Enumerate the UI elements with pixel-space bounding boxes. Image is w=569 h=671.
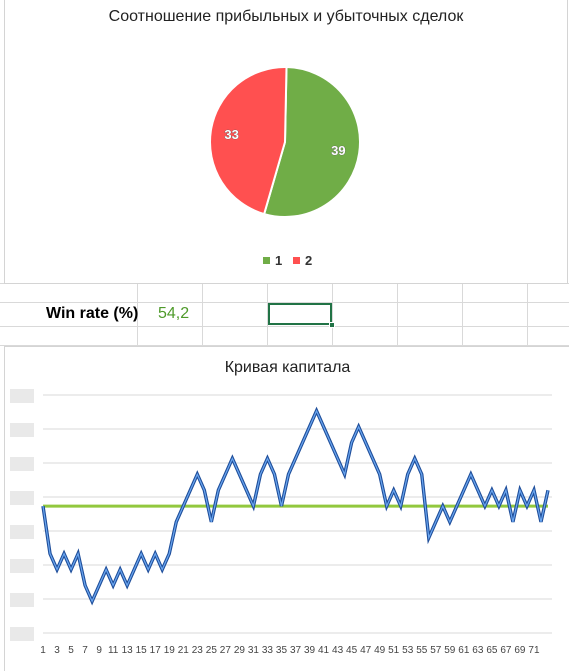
x-tick-label: 17 <box>150 645 162 656</box>
win-rate-value: 54,2 <box>158 305 190 322</box>
x-tick-label: 9 <box>96 645 102 656</box>
x-tick-label: 1 <box>40 645 46 656</box>
x-tick-label: 3 <box>54 645 60 656</box>
pie-chart-panel[interactable]: Соотношение прибыльных и убыточных сдело… <box>4 0 568 284</box>
x-tick-label: 67 <box>500 645 512 656</box>
pie-slice-2 <box>209 66 288 216</box>
pie-chart-title: Соотношение прибыльных и убыточных сдело… <box>108 8 464 25</box>
selected-cell[interactable] <box>268 303 332 325</box>
line-chart-title: Кривая капитала <box>224 359 351 376</box>
x-tick-label: 5 <box>68 645 74 656</box>
x-tick-label: 27 <box>220 645 232 656</box>
win-rate-label: Win rate (%) <box>46 305 139 322</box>
x-tick-label: 63 <box>472 645 484 656</box>
x-tick-label: 23 <box>192 645 204 656</box>
x-tick-label: 69 <box>514 645 526 656</box>
y-tick-label-blurred <box>10 389 34 403</box>
pie-data-label-2: 33 <box>224 127 238 142</box>
x-tick-label: 7 <box>82 645 88 656</box>
equity-curve-line <box>42 409 549 603</box>
x-tick-label: 11 <box>108 645 119 656</box>
y-tick-label-blurred <box>10 525 34 539</box>
y-tick-label-blurred <box>10 627 34 641</box>
x-tick-label: 15 <box>136 645 148 656</box>
x-tick-label: 33 <box>262 645 274 656</box>
y-tick-label-blurred <box>10 423 34 437</box>
x-tick-label: 37 <box>290 645 302 656</box>
x-tick-label: 53 <box>402 645 414 656</box>
x-tick-label: 49 <box>374 645 386 656</box>
x-tick-label: 45 <box>346 645 358 656</box>
x-tick-label: 31 <box>248 645 260 656</box>
fill-handle[interactable] <box>329 322 335 328</box>
line-chart: 1 3 5 7 9 11 13 15 17 19 21 23 25 27 29 31 33 35 37 39 41 43 4… <box>10 389 552 656</box>
x-tick-label: 25 <box>206 645 218 656</box>
x-tick-label: 65 <box>486 645 498 656</box>
x-tick-label: 19 <box>164 645 176 656</box>
x-tick-label: 29 <box>234 645 246 656</box>
y-tick-label-blurred <box>10 457 34 471</box>
legend-swatch-1 <box>263 257 270 264</box>
x-tick-label: 59 <box>444 645 456 656</box>
x-tick-label: 55 <box>416 645 428 656</box>
x-tick-label: 39 <box>304 645 316 656</box>
legend-label-1: 1 <box>275 253 282 268</box>
pie-slice-1 <box>262 65 361 218</box>
y-tick-label-blurred <box>10 593 34 607</box>
x-tick-label: 41 <box>318 645 330 656</box>
legend-swatch-2 <box>293 257 300 264</box>
x-tick-label: 47 <box>360 645 372 656</box>
legend-label-2: 2 <box>305 253 312 268</box>
x-tick-label: 71 <box>528 645 540 656</box>
pie-data-label-1: 39 <box>331 143 345 158</box>
x-tick-label: 61 <box>458 645 470 656</box>
x-tick-label: 35 <box>276 645 288 656</box>
x-tick-label: 51 <box>388 645 400 656</box>
x-tick-label: 21 <box>178 645 190 656</box>
x-tick-label: 57 <box>430 645 442 656</box>
line-chart-panel[interactable]: Кривая капитала 1 3 5 7 9 11 13 15 17 19 21 23 25 27 2… <box>4 346 569 671</box>
x-tick-label: 13 <box>122 645 134 656</box>
pie-chart: 39 33 1 2 <box>209 65 361 268</box>
y-tick-label-blurred <box>10 491 34 505</box>
y-tick-label-blurred <box>10 559 34 573</box>
x-tick-label: 43 <box>332 645 344 656</box>
